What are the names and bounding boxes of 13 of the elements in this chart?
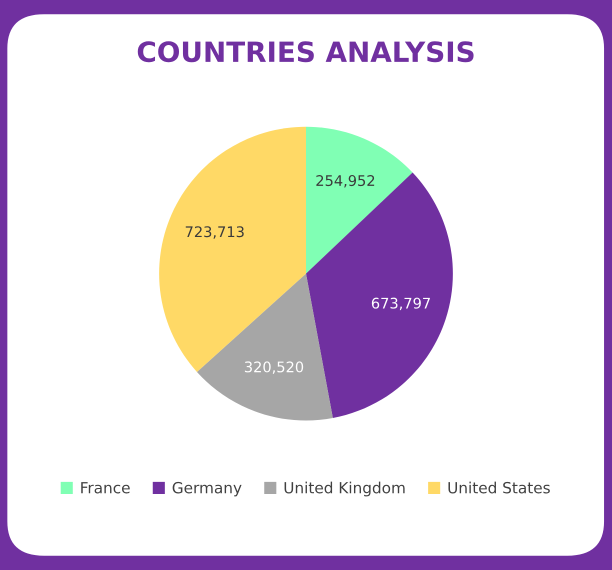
legend-label: United Kingdom [284, 482, 405, 496]
pie-slice [196, 274, 333, 420]
legend-label: United States [448, 482, 550, 494]
data-label: 254,952 [316, 175, 374, 188]
pie-slice [306, 126, 413, 274]
pie-slice [306, 172, 453, 418]
legend-label: Germany [172, 482, 242, 496]
data-label: 673,797 [372, 298, 430, 310]
data-label: 723,713 [186, 226, 244, 239]
data-label: 320,520 [244, 361, 304, 374]
legend-label: France [81, 482, 130, 494]
chart-title: COUNTRIES ANALYSIS [138, 41, 474, 62]
pie-slice [159, 126, 306, 372]
